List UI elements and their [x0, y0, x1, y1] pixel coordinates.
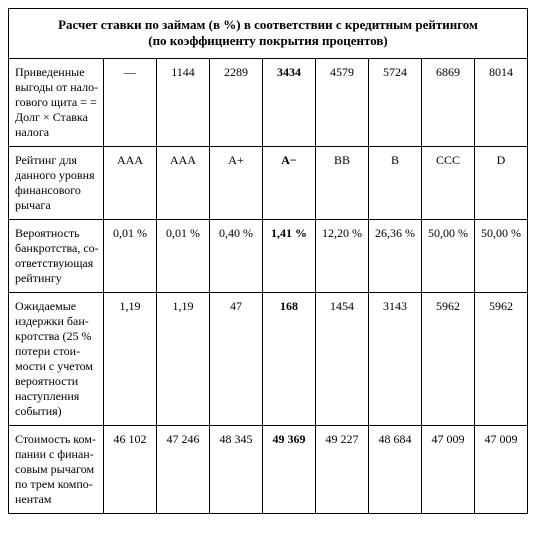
cell: 49 369 — [263, 425, 316, 513]
cell: 1,41 % — [263, 219, 316, 292]
cell: CCC — [422, 146, 475, 219]
cell: AAA — [104, 146, 157, 219]
cell: 5962 — [475, 292, 528, 425]
row-label: Рейтинг для данного уровня финансового р… — [9, 146, 104, 219]
cell: AAA — [157, 146, 210, 219]
cell: 47 246 — [157, 425, 210, 513]
table-row: Ожидаемые издержки бан­кротства (25 % по… — [9, 292, 528, 425]
cell: 12,20 % — [316, 219, 369, 292]
cell: 4579 — [316, 58, 369, 146]
cell: BB — [316, 146, 369, 219]
cell: 48 684 — [369, 425, 422, 513]
cell: D — [475, 146, 528, 219]
table-header-row: Расчет ставки по займам (в %) в соответс… — [9, 9, 528, 59]
cell: 8014 — [475, 58, 528, 146]
cell: 1454 — [316, 292, 369, 425]
cell: — — [104, 58, 157, 146]
title-line-1: Расчет ставки по займам (в %) в соответс… — [58, 17, 478, 32]
cell: 3143 — [369, 292, 422, 425]
cell: 5724 — [369, 58, 422, 146]
cell: 49 227 — [316, 425, 369, 513]
cell: 5962 — [422, 292, 475, 425]
cell: 3434 — [263, 58, 316, 146]
rate-table: Расчет ставки по займам (в %) в соответс… — [8, 8, 528, 514]
cell: 168 — [263, 292, 316, 425]
table-row: Рейтинг для данного уровня финансового р… — [9, 146, 528, 219]
cell: 2289 — [210, 58, 263, 146]
row-label: Вероятность банкротства, со­ответствующа… — [9, 219, 104, 292]
cell: 1144 — [157, 58, 210, 146]
table-row: Вероятность банкротства, со­ответствующа… — [9, 219, 528, 292]
cell: 47 009 — [422, 425, 475, 513]
cell: B — [369, 146, 422, 219]
cell: 1,19 — [104, 292, 157, 425]
cell: 0,01 % — [104, 219, 157, 292]
title-line-2: (по коэффициенту покрытия процентов) — [148, 33, 388, 48]
row-label: Ожидаемые издержки бан­кротства (25 % по… — [9, 292, 104, 425]
cell: 50,00 % — [475, 219, 528, 292]
cell: 26,36 % — [369, 219, 422, 292]
cell: 47 — [210, 292, 263, 425]
cell: 47 009 — [475, 425, 528, 513]
table-row: Стоимость ком­пании с финан­совым рычаго… — [9, 425, 528, 513]
cell: A+ — [210, 146, 263, 219]
cell: 46 102 — [104, 425, 157, 513]
cell: 1,19 — [157, 292, 210, 425]
row-label: Приведенные выгоды от нало­гового щита =… — [9, 58, 104, 146]
row-label: Стоимость ком­пании с финан­совым рычаго… — [9, 425, 104, 513]
table-title: Расчет ставки по займам (в %) в соответс… — [9, 9, 528, 59]
cell: 0,40 % — [210, 219, 263, 292]
cell: 50,00 % — [422, 219, 475, 292]
cell: 48 345 — [210, 425, 263, 513]
cell: 0,01 % — [157, 219, 210, 292]
table-row: Приведенные выгоды от нало­гового щита =… — [9, 58, 528, 146]
cell: A− — [263, 146, 316, 219]
cell: 6869 — [422, 58, 475, 146]
